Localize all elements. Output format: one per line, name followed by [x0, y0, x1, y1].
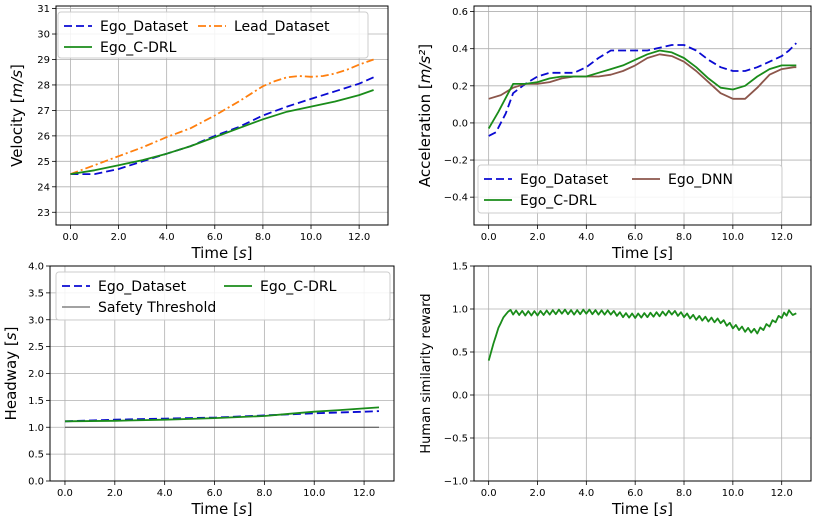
y-tick-label: 3.0	[28, 315, 44, 326]
y-tick-label: 0.0	[28, 477, 44, 488]
chart-headway: 0.0 2.0 4.0 6.0 8.0 10.0 12.0 0.0 0.5 1.0 1.5 2.0 2.…	[2, 262, 395, 518]
series-line-human-similarity-reward	[487, 308, 797, 361]
x-tick-label: 2.0	[530, 232, 546, 243]
x-tick-label: 0.0	[57, 488, 73, 499]
y-tick-label: 0.0	[452, 391, 468, 402]
legend-box	[55, 271, 391, 321]
x-tick-label: 4.0	[578, 232, 594, 243]
legend-entry: Ego_Dataset	[520, 172, 609, 188]
y-axis-label: Headway [s]	[2, 327, 20, 421]
legend-entry: Ego_C-DRL	[520, 193, 597, 209]
x-tick-label: 0.0	[481, 488, 497, 499]
x-tick-label: 12.0	[771, 488, 793, 499]
plot-frame	[55, 5, 389, 226]
y-tick-label: 0.2	[452, 81, 468, 92]
y-tick-label: −1.0	[444, 477, 468, 488]
x-tick-label: 8.0	[256, 488, 272, 499]
x-tick-label: 8.0	[676, 488, 692, 499]
legend: Ego_Dataset Ego_DNN Ego_C-DRL	[477, 164, 783, 214]
x-tick-label: 12.0	[348, 232, 370, 243]
series-line-lead-dataset	[70, 58, 374, 175]
series-line-ego-dataset	[64, 410, 380, 423]
x-tick-label: 8.0	[676, 232, 692, 243]
x-tick-label: 4.0	[157, 488, 173, 499]
legend-box	[57, 11, 369, 59]
x-tick-label: 8.0	[255, 232, 271, 243]
y-tick-label: 1.5	[452, 262, 468, 273]
y-tick-label: 0.4	[452, 44, 468, 55]
series-line-ego-c-drl	[64, 406, 380, 423]
y-tick-label: −0.2	[444, 156, 468, 167]
legend-entry: Ego_C-DRL	[260, 279, 337, 295]
y-tick-label: 4.0	[28, 262, 44, 273]
legend-entry: Ego_C-DRL	[100, 40, 177, 56]
x-axis-label: Time [s]	[190, 244, 252, 262]
x-tick-label: 2.0	[111, 232, 127, 243]
x-tick-label: 0.0	[62, 232, 78, 243]
y-tick-label: 29	[37, 55, 50, 66]
legend-entry: Ego_Dataset	[100, 19, 189, 35]
y-tick-label: 28	[37, 80, 50, 91]
y-tick-label: −0.4	[444, 193, 468, 204]
y-tick-label: 0.5	[28, 450, 44, 461]
x-tick-label: 4.0	[578, 488, 594, 499]
x-tick-label: 12.0	[771, 232, 793, 243]
x-tick-label: 12.0	[353, 488, 375, 499]
legend-entry: Safety Threshold	[98, 300, 216, 316]
y-tick-label: 31	[37, 4, 50, 15]
x-tick-label: 4.0	[159, 232, 175, 243]
x-axis-label: Time [s]	[190, 500, 252, 518]
plot-frame	[473, 5, 812, 226]
x-tick-label: 2.0	[530, 488, 546, 499]
series-line-ego-dataset	[488, 42, 797, 137]
y-tick-label: 0.0	[452, 118, 468, 129]
legend-entry: Ego_Dataset	[98, 279, 187, 295]
y-tick-label: 3.5	[28, 288, 44, 299]
legend-box	[477, 164, 783, 214]
y-axis-label: Acceleration [m/s²]	[416, 44, 434, 187]
legend-entry: Lead_Dataset	[234, 19, 330, 35]
y-tick-label: 23	[37, 208, 50, 219]
legend: Ego_Dataset Ego_C-DRL Safety Threshold	[55, 271, 391, 321]
y-tick-label: 1.5	[28, 396, 44, 407]
x-tick-label: 6.0	[627, 488, 643, 499]
y-axis-label: Velocity [m/s]	[8, 64, 26, 167]
chart-acceleration: 0.0 2.0 4.0 6.0 8.0 10.0 12.0 −0.4 −0.2 0.0 0.2 0.4…	[416, 5, 812, 262]
x-tick-label: 10.0	[300, 232, 322, 243]
y-axis-label: Human similarity reward	[419, 293, 434, 453]
y-tick-label: 2.5	[28, 342, 44, 353]
x-tick-label: 10.0	[303, 488, 325, 499]
series-line-ego-dnn	[488, 53, 797, 100]
x-tick-label: 6.0	[627, 232, 643, 243]
y-tick-label: 24	[37, 182, 50, 193]
y-tick-label: 2.0	[28, 369, 44, 380]
x-tick-label: 10.0	[722, 232, 744, 243]
chart-reward: 0.0 2.0 4.0 6.0 8.0 10.0 12.0 −1.0 −0.5 0.0 0.5 1.0…	[419, 262, 812, 518]
y-tick-label: 0.5	[452, 348, 468, 359]
series-line-ego-c-drl	[70, 89, 374, 175]
legend: Ego_Dataset Lead_Dataset Ego_C-DRL	[57, 11, 369, 59]
x-tick-label: 10.0	[722, 488, 744, 499]
x-tick-label: 6.0	[207, 232, 223, 243]
x-axis-label: Time [s]	[611, 500, 673, 518]
x-tick-label: 0.0	[481, 232, 497, 243]
plot-frame	[473, 265, 812, 482]
legend-entry: Ego_DNN	[668, 172, 733, 188]
y-tick-label: 25	[37, 157, 50, 168]
y-tick-label: −0.5	[444, 434, 468, 445]
y-tick-label: 1.0	[28, 423, 44, 434]
chart-velocity: 0.0 2.0 4.0 6.0 8.0 10.0 12.0 23 24 25 26 27 28 29 30 3…	[8, 4, 389, 262]
series-line-ego-dataset	[70, 76, 374, 175]
series-line-ego-c-drl	[487, 49, 797, 129]
y-tick-label: 30	[37, 30, 50, 41]
y-tick-label: 1.0	[452, 305, 468, 316]
x-tick-label: 2.0	[107, 488, 123, 499]
y-tick-label: 26	[37, 131, 50, 142]
x-axis-label: Time [s]	[611, 244, 673, 262]
x-tick-label: 6.0	[207, 488, 223, 499]
y-tick-label: 27	[37, 106, 50, 117]
y-tick-label: 0.6	[452, 7, 468, 18]
